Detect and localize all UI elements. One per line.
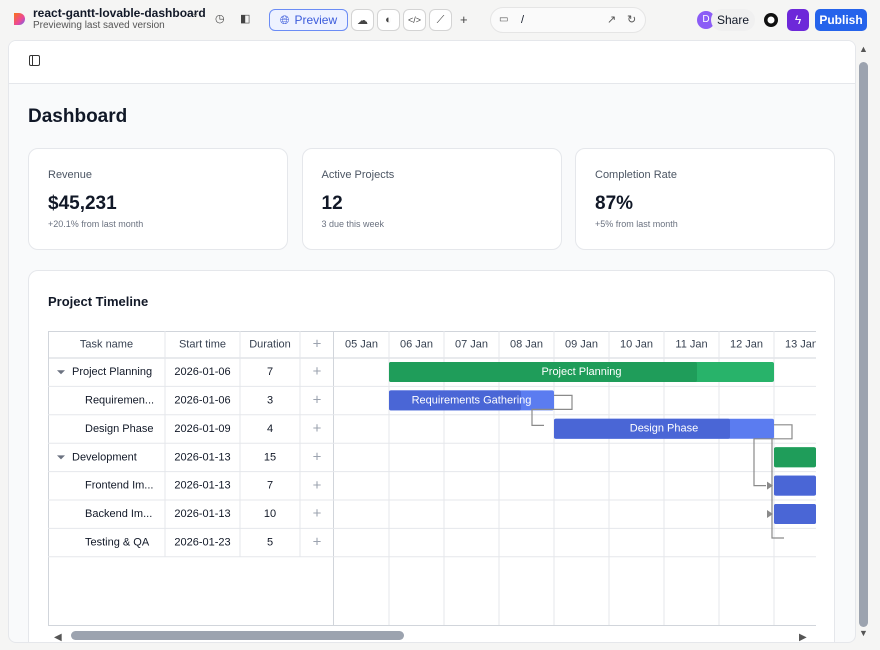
url-bar[interactable]: ▭ / ↗ ↻ [490, 7, 646, 33]
add-subtask[interactable]: + [313, 363, 322, 380]
date-label: 10 Jan [620, 338, 653, 350]
publish-button[interactable]: Publish [815, 9, 867, 31]
task-duration: 7 [267, 366, 273, 378]
preview-button[interactable]: 🌐︎Preview [269, 9, 348, 31]
card-note: +5% from last month [595, 219, 678, 229]
card-note: +20.1% from last month [48, 219, 143, 229]
sidebar-toggle[interactable] [29, 55, 40, 66]
task-duration: 5 [267, 537, 273, 549]
add-header[interactable]: + [313, 335, 322, 352]
bar-label: Design Phase [630, 423, 699, 435]
date-label: 05 Jan [345, 338, 378, 350]
github-icon[interactable] [763, 12, 779, 28]
add-subtask[interactable]: + [313, 505, 322, 522]
scroll-right[interactable]: ▶ [799, 632, 807, 643]
task-name: Design Phase [85, 423, 154, 435]
add-button[interactable]: + [460, 12, 468, 27]
app-header [9, 41, 856, 84]
stat-card: Revenue $45,231 +20.1% from last month [28, 148, 288, 250]
v-scroll-track: ▲ ▼ [856, 40, 872, 643]
date-label: 09 Jan [565, 338, 598, 350]
task-start: 2026-01-23 [174, 537, 230, 549]
card-label: Active Projects [322, 169, 395, 181]
card-value: 87% [595, 193, 633, 215]
task-start: 2026-01-13 [174, 451, 230, 463]
card-value: 12 [322, 193, 343, 215]
date-label: 06 Jan [400, 338, 433, 350]
project-name[interactable]: react-gantt-lovable-dashboard [33, 6, 206, 20]
date-label: 12 Jan [730, 338, 763, 350]
palette-button[interactable]: ◐ [377, 9, 400, 31]
task-progress [774, 476, 816, 496]
dropdown-icon[interactable]: ⌄ [191, 8, 199, 19]
task-name: Development [72, 451, 137, 463]
history-icon[interactable]: ◷ [215, 12, 225, 25]
bar-label: Project Planning [541, 366, 621, 378]
column-header: Start time [179, 338, 226, 350]
column-header: Duration [249, 338, 291, 350]
chart-button[interactable]: ⟋ [429, 9, 452, 31]
task-name: Backend Im... [85, 508, 152, 520]
preview-frame: Dashboard Revenue $45,231 +20.1% from last… [8, 40, 856, 643]
url-text: / [521, 14, 524, 26]
add-subtask[interactable]: + [313, 448, 322, 465]
task-progress [774, 504, 816, 524]
page-title: Dashboard [28, 106, 127, 128]
code-button[interactable]: </> [403, 9, 426, 31]
card-label: Revenue [48, 169, 92, 181]
add-subtask[interactable]: + [313, 477, 322, 494]
date-label: 13 Jan [785, 338, 816, 350]
add-subtask[interactable]: + [313, 534, 322, 551]
task-name: Requiremen... [85, 395, 154, 407]
task-duration: 10 [264, 508, 276, 520]
task-progress [774, 447, 816, 467]
card-note: 3 due this week [322, 219, 385, 229]
card-value: $45,231 [48, 193, 117, 215]
v-scrollbar[interactable] [859, 62, 868, 627]
task-name: Frontend Im... [85, 480, 153, 492]
task-name: Testing & QA [85, 537, 150, 549]
task-duration: 3 [267, 395, 273, 407]
timeline-title: Project Timeline [48, 294, 148, 309]
task-duration: 7 [267, 480, 273, 492]
task-start: 2026-01-06 [174, 395, 230, 407]
bar-label: Requirements Gathering [412, 394, 532, 406]
date-label: 07 Jan [455, 338, 488, 350]
task-duration: 15 [264, 451, 276, 463]
task-start: 2026-01-13 [174, 508, 230, 520]
date-label: 08 Jan [510, 338, 543, 350]
h-scrollbar[interactable] [71, 631, 404, 640]
add-subtask[interactable]: + [313, 392, 322, 409]
boost-button[interactable]: ϟ [787, 9, 809, 31]
card-label: Completion Rate [595, 169, 677, 181]
task-duration: 4 [267, 423, 273, 435]
project-subtitle: Previewing last saved version [33, 20, 165, 31]
logo [11, 11, 27, 27]
preview-label: Preview [294, 13, 337, 27]
share-button[interactable]: Share [711, 9, 755, 31]
panel-icon[interactable]: ◧ [240, 12, 250, 25]
stat-card: Active Projects 12 3 due this week [302, 148, 562, 250]
cloud-button[interactable]: ☁︎ [351, 9, 374, 31]
task-start: 2026-01-06 [174, 366, 230, 378]
stat-card: Completion Rate 87% +5% from last month [575, 148, 835, 250]
date-label: 11 Jan [675, 338, 707, 350]
task-start: 2026-01-09 [174, 423, 230, 435]
add-subtask[interactable]: + [313, 420, 322, 437]
task-name: Project Planning [72, 366, 152, 378]
column-header: Task name [80, 338, 133, 350]
gantt: Task name Start time Duration +05 Jan 06 Jan… [48, 331, 816, 627]
scroll-left[interactable]: ◀ [54, 632, 62, 643]
task-start: 2026-01-13 [174, 480, 230, 492]
